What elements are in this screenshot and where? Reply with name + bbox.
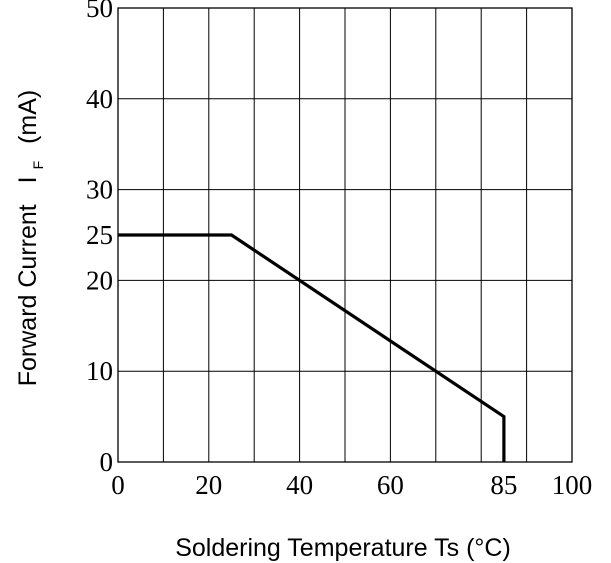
x-tick-label: 100 xyxy=(552,470,593,500)
y-axis-title-subscript: F xyxy=(30,161,46,170)
x-tick-label: 0 xyxy=(111,470,125,500)
y-tick-label: 40 xyxy=(86,84,113,114)
y-tick-labels: 0 10 20 25 30 40 50 xyxy=(86,0,113,477)
x-tick-label: 20 xyxy=(195,470,222,500)
derating-curve xyxy=(118,233,506,462)
y-tick-label: 25 xyxy=(86,220,113,250)
y-tick-label: 50 xyxy=(86,0,113,23)
y-tick-label: 0 xyxy=(100,447,114,477)
x-axis-title: Soldering Temperature Ts (°C) xyxy=(175,534,511,562)
y-tick-label: 30 xyxy=(86,175,113,205)
y-axis-title-prefix: Forward Current xyxy=(14,204,42,386)
x-tick-labels: 0 20 40 60 85 100 xyxy=(111,470,592,500)
grid-lines xyxy=(118,8,572,462)
y-axis-title-unit: (mA) xyxy=(14,90,42,144)
y-axis-title: Forward Current I F (mA) xyxy=(14,90,49,387)
y-tick-label: 20 xyxy=(86,265,113,295)
y-axis-title-symbol: I xyxy=(14,176,42,183)
series-layer xyxy=(118,233,506,462)
x-tick-label: 60 xyxy=(377,470,404,500)
x-tick-label: 40 xyxy=(286,470,313,500)
svg-text:Forward Current I: Forward Current I F (mA) xyxy=(14,90,49,387)
y-tick-label: 10 xyxy=(86,356,113,386)
x-tick-label: 85 xyxy=(490,470,517,500)
